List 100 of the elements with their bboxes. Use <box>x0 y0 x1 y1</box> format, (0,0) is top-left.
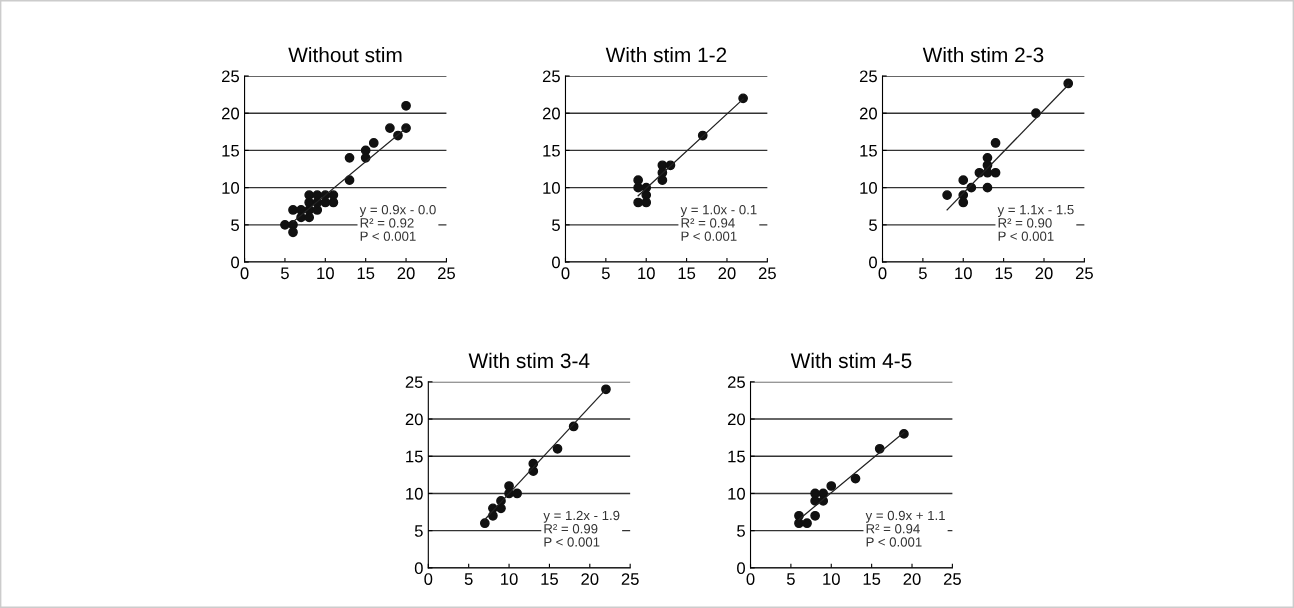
x-tick-label: 10 <box>317 267 334 280</box>
x-tick-label: 20 <box>581 573 599 585</box>
x-tick-label: 15 <box>357 267 375 280</box>
point <box>496 503 506 514</box>
x-tick-label: 15 <box>678 267 696 280</box>
x-tick-label: 5 <box>601 267 610 280</box>
y-tick-label: 20 <box>222 107 240 120</box>
y-tick-label: 15 <box>728 450 745 463</box>
chart-title: With stim 4-5 <box>790 352 912 369</box>
y-tick-label: 15 <box>860 144 877 157</box>
x-tick-label: 10 <box>823 573 840 585</box>
y-tick-label: 25 <box>727 376 745 389</box>
x-tick-label: 5 <box>918 267 927 280</box>
annotation: y = 1.1x - 1.5 R² = 0.90 P < 0.001 <box>997 205 1074 241</box>
y-tick-label: 10 <box>860 182 877 194</box>
y-tick-label: 20 <box>405 413 423 426</box>
chart-title: With stim 2-3 <box>922 47 1044 63</box>
y-tick-label: 0 <box>737 562 746 575</box>
chart-title: With stim 1-2 <box>605 47 727 63</box>
x-tick-label: 25 <box>621 573 639 585</box>
x-tick-label: 0 <box>561 267 570 280</box>
point <box>810 510 820 521</box>
annotation: y = 0.9x + 1.1 R² = 0.94 P < 0.001 <box>865 510 945 547</box>
y-tick-label: 10 <box>406 487 423 500</box>
point <box>288 205 298 215</box>
annotation: y = 0.9x - 0.0 R² = 0.92 P < 0.001 <box>359 204 436 241</box>
y-tick-label: 5 <box>414 525 423 537</box>
x-tick-label: 15 <box>995 267 1013 280</box>
point <box>802 518 812 529</box>
point <box>385 123 395 133</box>
y-tick-label: 20 <box>859 107 877 120</box>
annotation: y = 1.0x - 0.1 R² = 0.94 P < 0.001 <box>680 204 757 241</box>
y-tick-label: 25 <box>222 70 240 83</box>
x-tick-label: 0 <box>746 573 755 585</box>
point <box>982 152 993 163</box>
x-tick-label: 5 <box>786 573 795 585</box>
y-tick-label: 0 <box>414 562 423 575</box>
y-tick-label: 10 <box>222 182 240 194</box>
y-tick-label: 25 <box>542 70 560 83</box>
point <box>280 219 290 230</box>
point <box>826 481 837 491</box>
x-tick-label: 5 <box>280 267 289 280</box>
y-tick-label: 0 <box>231 256 240 269</box>
point <box>312 205 323 215</box>
x-tick-label: 20 <box>1035 267 1053 280</box>
y-tick-label: 15 <box>406 450 423 463</box>
y-tick-label: 15 <box>222 144 240 157</box>
x-tick-label: 10 <box>501 573 518 585</box>
y-tick-label: 20 <box>542 107 560 120</box>
point <box>401 100 411 111</box>
x-tick-label: 10 <box>638 267 655 280</box>
x-tick-label: 25 <box>943 573 961 585</box>
y-tick-label: 10 <box>543 182 560 194</box>
point <box>479 518 490 529</box>
point <box>738 93 748 104</box>
point <box>368 138 379 148</box>
point <box>1031 108 1041 119</box>
x-tick-label: 25 <box>1075 267 1093 280</box>
x-tick-label: 10 <box>955 267 972 280</box>
point <box>982 182 993 193</box>
point <box>958 197 969 208</box>
point <box>958 175 969 186</box>
chart-title: Without stim <box>288 47 402 63</box>
x-tick-label: 25 <box>438 267 455 280</box>
y-tick-label: 5 <box>552 219 560 232</box>
point <box>990 138 1001 148</box>
point <box>657 175 668 186</box>
point <box>552 443 563 454</box>
x-tick-label: 20 <box>718 267 736 280</box>
point <box>344 152 355 163</box>
y-tick-label: 5 <box>869 219 877 232</box>
x-tick-label: 0 <box>240 267 249 280</box>
point <box>328 190 339 200</box>
y-tick-label: 10 <box>728 487 746 500</box>
annotation: y = 1.2x - 1.9 R² = 0.99 P < 0.001 <box>543 510 620 547</box>
x-tick-label: 20 <box>397 267 415 280</box>
point <box>344 175 355 186</box>
y-tick-label: 5 <box>231 219 240 232</box>
point <box>512 488 522 499</box>
point <box>288 227 298 238</box>
y-tick-label: 20 <box>727 413 746 426</box>
y-tick-label: 0 <box>552 256 560 269</box>
x-tick-label: 5 <box>464 573 473 585</box>
chart-title: With stim 3-4 <box>468 352 590 369</box>
point <box>504 481 514 491</box>
point <box>990 167 1001 178</box>
point <box>633 197 644 208</box>
y-tick-label: 25 <box>859 70 877 83</box>
x-tick-label: 0 <box>878 267 887 280</box>
y-tick-label: 5 <box>737 525 745 537</box>
x-tick-label: 20 <box>903 573 921 585</box>
point <box>641 197 652 208</box>
point <box>304 190 315 200</box>
y-tick-label: 0 <box>869 256 877 269</box>
point <box>312 190 323 200</box>
y-tick-label: 25 <box>405 376 423 389</box>
x-tick-label: 0 <box>424 573 433 585</box>
point <box>850 473 861 484</box>
x-tick-label: 25 <box>758 267 776 280</box>
point <box>942 190 952 200</box>
